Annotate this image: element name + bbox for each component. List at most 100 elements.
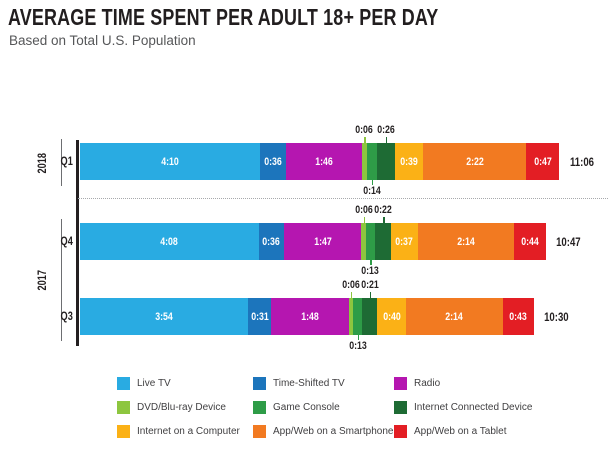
legend-swatch-internet-connected-device (394, 400, 407, 414)
legend-label: Game Console (273, 401, 340, 413)
year-label-text: 2018 (37, 152, 49, 173)
quarter-label-text: Q3 (60, 310, 73, 323)
segment-time-shifted-tv: 0:36 (260, 143, 286, 180)
page-title-text: AVERAGE TIME SPENT PER ADULT 18+ PER DAY (8, 4, 439, 30)
legend-item-internet-connected-device: Internet Connected Device (394, 400, 532, 414)
legend-label: Internet Connected Device (414, 401, 533, 413)
legend-label: App/Web on a Tablet (414, 425, 507, 437)
segment-value-label: 3:54 (155, 310, 174, 323)
callout-value-label: 0:06 (341, 279, 360, 291)
callout-value-label: 0:22 (374, 204, 392, 216)
segment-live-tv: 4:08 (80, 223, 259, 260)
segment-game-console: 0:14 (363, 143, 380, 197)
legend-swatch-app-web-on-a-smartphone (253, 424, 266, 438)
year-label-2018: 2018 (36, 141, 50, 185)
callout-value-label: 0:13 (361, 265, 380, 277)
segment-app-web-on-a-smartphone: 2:14 (406, 298, 503, 335)
segment-radio: 1:46 (285, 143, 363, 180)
bar-row-2017-q3: 3:54 0:31 1:48 0:06 0:13 0:21 0:40 2:14 0:43 10:3… (80, 279, 572, 352)
segment-value-label: 0:31 (250, 310, 269, 323)
segment-app-web-on-a-tablet: 0:44 (514, 223, 546, 260)
callout-tick-line (383, 217, 385, 223)
callout-tick-line (371, 180, 374, 185)
legend-swatch-live-tv (117, 376, 130, 390)
legend-swatch-app-web-on-a-tablet (394, 424, 407, 438)
callout-tick-line (357, 335, 360, 340)
quarter-label-q4: Q4 (52, 223, 74, 260)
segment-app-web-on-a-smartphone: 2:14 (417, 223, 515, 260)
callout-value-label: 0:06 (354, 204, 373, 216)
segment-value-label: 1:46 (315, 155, 333, 168)
legend-label: Live TV (137, 377, 171, 389)
bar-total-text: 10:47 (555, 234, 581, 249)
callout-value-label: 0:13 (348, 340, 367, 352)
bar-total-text: 10:30 (543, 309, 569, 324)
legend-item-dvd-blu-ray-device: DVD/Blu-ray Device (117, 400, 253, 414)
legend-label: Internet on a Computer (137, 425, 240, 437)
segment-internet-on-a-computer: 0:37 (390, 223, 418, 260)
year-bracket-line-2017 (61, 219, 62, 341)
page-title: AVERAGE TIME SPENT PER ADULT 18+ PER DAY (8, 4, 560, 31)
legend-item-app-web-on-a-smartphone: App/Web on a Smartphone (253, 424, 394, 438)
bar-row-2018-q1: 4:10 0:36 1:46 0:06 0:14 0:26 0:39 2:22 0:47 11:0… (80, 124, 597, 197)
quarter-label-q1: Q1 (52, 143, 74, 180)
legend-label: App/Web on a Smartphone (273, 425, 394, 437)
callout-tick-line (385, 137, 388, 143)
segment-internet-on-a-computer: 0:40 (377, 298, 407, 335)
year-divider-line (78, 198, 608, 199)
legend-swatch-radio (394, 376, 407, 390)
segment-internet-connected-device: 0:21 (361, 279, 379, 335)
callout-value-label: 0:14 (362, 185, 381, 197)
quarter-label-q3: Q3 (52, 298, 74, 335)
segment-app-web-on-a-tablet: 0:47 (525, 143, 560, 180)
segment-value-label: 1:48 (300, 310, 319, 323)
legend-item-live-tv: Live TV (117, 376, 253, 390)
segment-game-console: 0:13 (362, 223, 379, 277)
legend-item-app-web-on-a-tablet: App/Web on a Tablet (394, 424, 532, 438)
segment-live-tv: 4:10 (80, 143, 260, 180)
year-label-text: 2017 (37, 269, 49, 291)
year-label-2017: 2017 (36, 258, 50, 302)
page-subtitle: Based on Total U.S. Population (9, 33, 196, 48)
callout-tick-line (369, 292, 372, 298)
segment-radio: 1:47 (284, 223, 362, 260)
bar-total-label: 10:47 (553, 235, 584, 249)
legend-label: Radio (414, 377, 441, 389)
segment-value-label: 0:44 (521, 235, 539, 248)
bar-total-label: 10:30 (541, 310, 572, 324)
stacked-bar: 4:08 0:36 1:47 0:06 0:13 0:22 0:37 2:14 0:44 (80, 204, 546, 277)
segment-value-label: 2:22 (465, 155, 484, 168)
segment-value-label: 0:39 (400, 155, 419, 168)
segment-game-console: 0:13 (349, 298, 366, 352)
y-axis-line (76, 140, 79, 346)
callout-tick-line (364, 137, 366, 143)
segment-value-label: 0:43 (509, 310, 527, 323)
legend-swatch-dvd-blu-ray-device (117, 400, 130, 414)
stacked-bar: 3:54 0:31 1:48 0:06 0:13 0:21 0:40 2:14 0:43 (80, 279, 534, 352)
segment-value-label: 0:36 (264, 155, 282, 168)
segment-app-web-on-a-smartphone: 2:22 (423, 143, 526, 180)
segment-value-label: 0:40 (382, 310, 401, 323)
legend-swatch-internet-on-a-computer (117, 424, 130, 438)
bar-total-text: 11:06 (569, 154, 594, 169)
bar-total-label: 11:06 (567, 155, 597, 169)
segment-value-label: 4:08 (160, 235, 179, 248)
segment-internet-connected-device: 0:22 (374, 204, 392, 260)
callout-value-label: 0:21 (360, 279, 379, 291)
callout-tick-line (363, 217, 366, 223)
segment-live-tv: 3:54 (80, 298, 249, 335)
segment-internet-connected-device: 0:26 (376, 124, 396, 180)
callout-tick-line (370, 260, 372, 265)
legend-item-time-shifted-tv: Time-Shifted TV (253, 376, 394, 390)
callout-tick-line (350, 292, 353, 298)
legend-swatch-time-shifted-tv (253, 376, 266, 390)
segment-internet-on-a-computer: 0:39 (395, 143, 424, 180)
segment-dvd-blu-ray-device: 0:06 (356, 124, 373, 180)
legend-label: DVD/Blu-ray Device (137, 401, 226, 413)
legend-swatch-game-console (253, 400, 266, 414)
legend: Live TV Time-Shifted TV Radio DVD/Blu-ray D… (117, 376, 532, 438)
segment-value-label: 0:37 (395, 235, 414, 248)
legend-item-radio: Radio (394, 376, 532, 390)
